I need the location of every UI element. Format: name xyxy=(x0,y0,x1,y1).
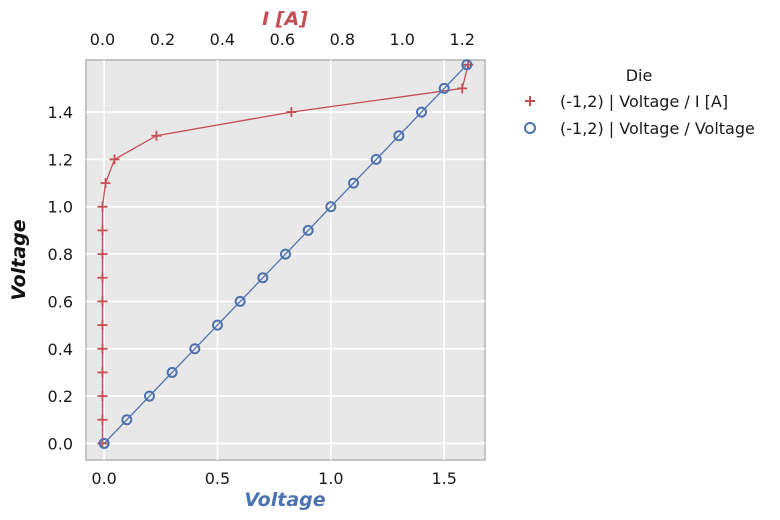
voltage-point xyxy=(325,201,337,213)
current-point xyxy=(457,83,468,94)
voltage-point xyxy=(280,248,291,260)
current-point xyxy=(151,130,162,141)
current-point xyxy=(97,225,108,236)
legend-entry-current: (-1,2) | Voltage / I [A] xyxy=(525,92,728,111)
current-point xyxy=(97,320,108,331)
x-tick-label-top: 0.2 xyxy=(150,30,175,49)
voltage-point xyxy=(189,343,201,355)
voltage-point xyxy=(438,82,450,94)
voltage-point xyxy=(348,177,360,189)
current-point xyxy=(97,367,108,378)
voltage-point xyxy=(370,153,382,165)
voltage-point xyxy=(98,437,110,449)
y-tick-label: 0.6 xyxy=(48,292,73,311)
current-point xyxy=(97,249,108,260)
current-point xyxy=(97,201,108,212)
voltage-point xyxy=(234,295,246,307)
x-tick-label-top: 0.8 xyxy=(330,30,355,49)
voltage-point xyxy=(461,59,473,71)
y-tick-label: 0.8 xyxy=(48,245,73,264)
current-point xyxy=(97,272,108,283)
x-axis-top-title: I [A] xyxy=(262,8,308,30)
voltage-point xyxy=(143,390,155,402)
x-tick-label-top: 0.0 xyxy=(90,30,115,49)
current-point xyxy=(97,414,108,425)
y-axis-title: Voltage xyxy=(8,219,30,300)
x-tick-label-top: 1.2 xyxy=(449,30,474,49)
current-point xyxy=(100,178,111,189)
current-point xyxy=(109,154,120,165)
voltage-series-line xyxy=(103,64,468,444)
legend-label-current: (-1,2) | Voltage / I [A] xyxy=(560,92,728,111)
x-tick-label-bottom: 1.0 xyxy=(318,469,343,488)
y-tick-label: 0.0 xyxy=(48,434,73,453)
y-tick-label: 0.2 xyxy=(48,387,73,406)
voltage-point xyxy=(166,366,178,378)
legend-circle-marker xyxy=(524,122,536,134)
y-tick-label: 1.0 xyxy=(48,198,73,217)
x-tick-label-bottom: 0.5 xyxy=(205,469,230,488)
current-point xyxy=(286,107,297,118)
y-tick-label: 0.4 xyxy=(48,340,73,359)
current-point xyxy=(97,343,108,354)
voltage-point xyxy=(257,272,269,284)
voltage-point xyxy=(121,414,133,426)
voltage-point xyxy=(302,224,314,236)
x-tick-label-top: 1.0 xyxy=(390,30,415,49)
tick-labels: 0.0 0.5 1.0 1.5 0.0 0.2 0.4 0.6 0.8 1.0 1.2 0.0 0.2 0… xyxy=(48,30,475,488)
x-tick-label-bottom: 0.0 xyxy=(91,469,116,488)
voltage-point xyxy=(416,106,428,118)
x-tick-label-top: 0.6 xyxy=(270,30,295,49)
x-tick-label-top: 0.4 xyxy=(210,30,235,49)
legend-entry-voltage: (-1,2) | Voltage / Voltage xyxy=(524,119,755,138)
x-axis-bottom-title: Voltage xyxy=(244,489,325,511)
y-tick-label: 1.4 xyxy=(48,103,73,122)
legend-label-voltage: (-1,2) | Voltage / Voltage xyxy=(560,119,755,138)
legend-title: Die xyxy=(626,66,653,85)
voltage-point xyxy=(393,130,405,142)
x-tick-label-bottom: 1.5 xyxy=(431,469,456,488)
current-point xyxy=(97,296,108,307)
series-layer xyxy=(97,59,474,449)
current-point xyxy=(97,391,108,402)
legend: Die (-1,2) | Voltage / I [A] (-1,2) | Vo… xyxy=(524,66,755,138)
y-tick-label: 1.2 xyxy=(48,150,73,169)
voltage-point xyxy=(211,319,223,331)
